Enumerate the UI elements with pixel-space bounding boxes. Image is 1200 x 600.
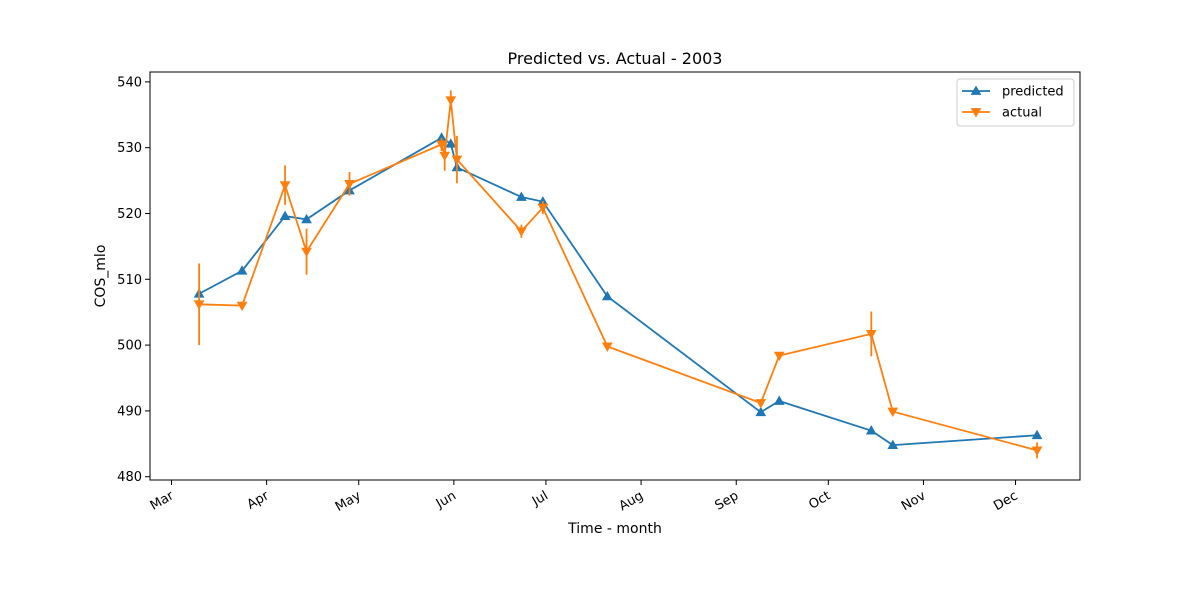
data-point-actual: [439, 151, 451, 162]
series-line-actual: [199, 100, 1038, 452]
legend-item-predicted: predicted: [962, 85, 1064, 100]
legend: predicted actual: [956, 78, 1075, 127]
legend-label: actual: [1002, 106, 1042, 121]
x-tick-label: Jul: [529, 488, 551, 509]
y-tick-label: 500: [117, 339, 142, 354]
data-point-actual: [887, 407, 899, 418]
data-point-actual: [279, 181, 291, 191]
data-point-predicted: [236, 265, 248, 275]
chart-title: Predicted vs. Actual - 2003: [508, 49, 723, 68]
data-point-actual: [755, 399, 767, 409]
y-tick-label: 520: [117, 207, 142, 222]
y-tick-label: 530: [117, 141, 142, 156]
x-tick-label: Sep: [713, 488, 742, 513]
legend-label: predicted: [1002, 85, 1064, 100]
y-tick-label: 510: [117, 273, 142, 288]
data-point-actual: [773, 351, 785, 362]
data-point-predicted: [865, 425, 877, 435]
x-tick-label: May: [333, 488, 364, 515]
data-point-actual: [865, 330, 877, 340]
legend-marker: [970, 85, 982, 95]
x-tick-label: Oct: [806, 488, 833, 512]
x-axis: Mar Apr May Jun Jul Aug Sep Oct Nov Dec: [148, 480, 1021, 515]
series-actual: [193, 90, 1043, 459]
data-point-actual: [516, 227, 527, 237]
y-tick-label: 540: [117, 75, 142, 90]
y-axis-label: COS_mlo: [93, 245, 109, 308]
data-point-predicted: [1031, 429, 1043, 440]
plot-area: [193, 90, 1043, 459]
x-tick-label: Apr: [245, 488, 273, 513]
data-point-predicted: [301, 213, 312, 224]
data-point-actual: [344, 179, 355, 190]
series-predicted: [193, 132, 1043, 449]
x-tick-label: Aug: [617, 488, 646, 514]
series-line-predicted: [198, 136, 1038, 447]
x-tick-label: Nov: [899, 488, 929, 514]
x-tick-label: Mar: [148, 488, 177, 514]
data-point-predicted: [755, 406, 767, 417]
x-tick-label: Dec: [991, 488, 1020, 514]
data-point-actual: [537, 203, 549, 214]
data-point-predicted: [773, 395, 785, 405]
data-point-actual: [301, 247, 312, 258]
legend-marker: [970, 108, 982, 118]
plot-frame: [149, 71, 1081, 481]
x-axis-label: Time - month: [567, 521, 662, 537]
data-point-actual: [193, 300, 205, 310]
x-tick-label: Jun: [433, 488, 459, 512]
legend-item-actual: actual: [962, 106, 1042, 121]
data-point-predicted: [887, 439, 899, 449]
data-point-predicted: [279, 210, 291, 220]
data-point-actual: [1031, 446, 1043, 456]
y-tick-label: 480: [117, 470, 142, 485]
y-tick-label: 490: [117, 404, 142, 419]
data-point-actual: [601, 342, 613, 352]
data-point-actual: [451, 155, 463, 166]
y-axis: 480 490 500 510 520 530 540: [117, 75, 150, 485]
data-point-predicted: [445, 138, 457, 148]
data-point-predicted: [516, 191, 527, 201]
data-point-actual: [436, 140, 447, 150]
data-point-actual: [445, 96, 457, 106]
data-point-actual: [236, 301, 248, 312]
data-point-predicted: [601, 290, 613, 301]
